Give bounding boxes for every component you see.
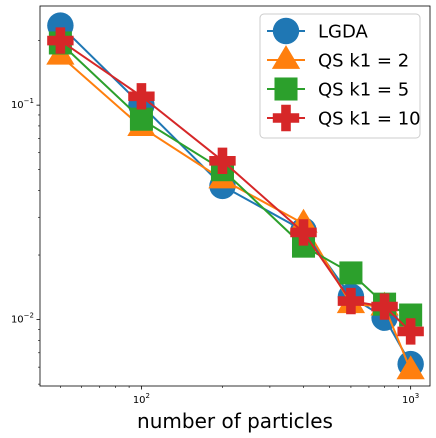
data-point (339, 261, 363, 285)
y-tick-label: 10−2 (11, 312, 34, 326)
legend-marker (272, 17, 300, 45)
legend-label: QS k1 = 10 (318, 109, 421, 130)
legend-label: QS k1 = 2 (318, 51, 409, 72)
x-tick-label: 102 (133, 392, 150, 406)
data-point (371, 293, 398, 320)
x-axis-label: number of particles (137, 409, 333, 433)
legend-box (259, 13, 421, 139)
legend-item: QS k1 = 5 (267, 77, 409, 101)
data-point (396, 355, 425, 380)
legend-label: LGDA (318, 22, 369, 43)
legend-label: QS k1 = 5 (318, 80, 409, 101)
axis-ticks: 102 103 10−2 10−1 (11, 40, 419, 406)
series-3 (47, 27, 424, 345)
data-point (128, 83, 155, 110)
data-point (129, 107, 153, 131)
data-point (397, 318, 424, 345)
series-group (46, 12, 425, 380)
y-tick-label: 10−1 (11, 97, 34, 111)
legend: LGDA QS k1 = 2 QS k1 = 5 QS k1 = 10 (259, 13, 421, 139)
x-tick-label: 103 (402, 392, 419, 406)
data-point (209, 147, 236, 175)
data-point (290, 219, 317, 246)
legend-item: LGDA (267, 17, 369, 45)
legend-marker (274, 77, 298, 101)
legend-marker (271, 45, 301, 69)
legend-marker (272, 104, 300, 132)
data-point (47, 27, 74, 54)
data-point (399, 303, 423, 327)
legend-item: QS k1 = 2 (267, 45, 409, 72)
legend-item: QS k1 = 10 (267, 104, 421, 132)
data-point (337, 287, 365, 315)
